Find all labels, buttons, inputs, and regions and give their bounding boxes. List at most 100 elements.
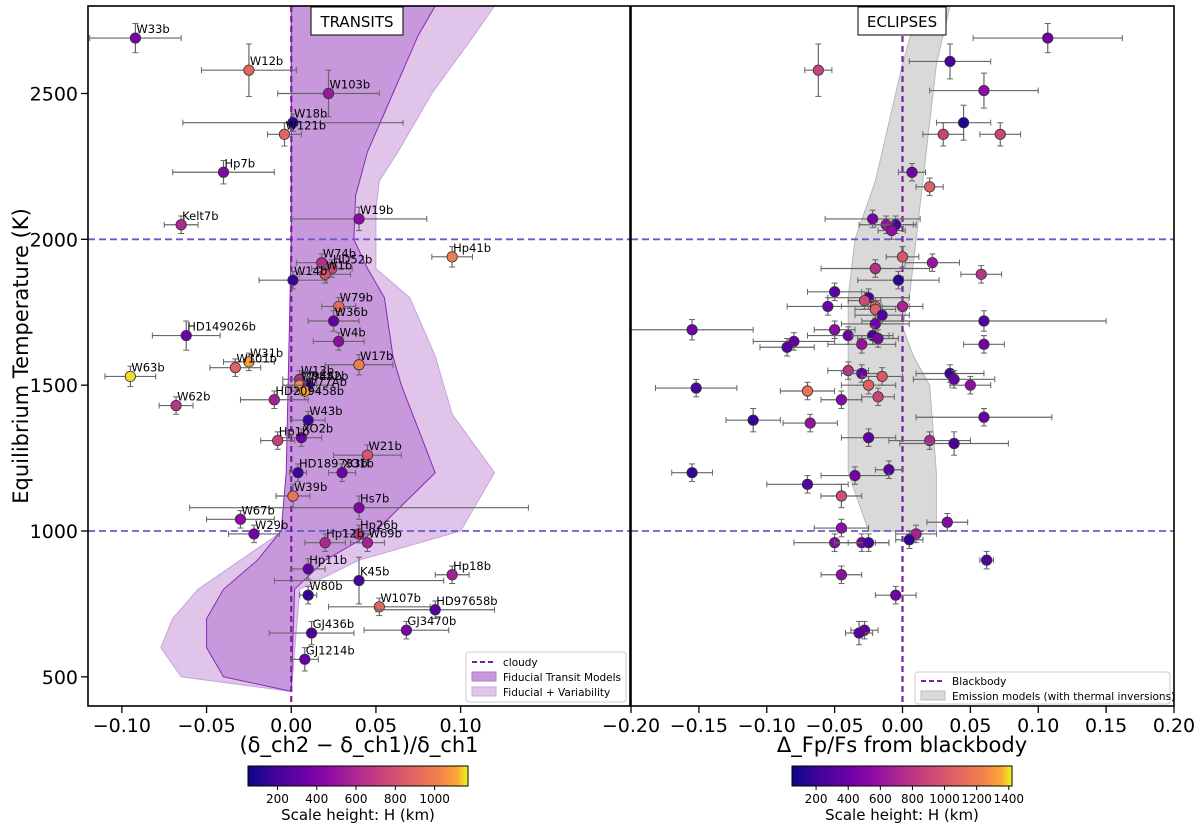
point-label: W101b [236,352,277,366]
colorbar-tick-label: 1000 [929,792,960,806]
marker [869,318,881,330]
marker [801,478,814,490]
colorbar-tick-label: 1400 [994,792,1025,806]
marker [299,385,311,397]
marker [353,502,365,514]
colorbar-tick-label: 400 [305,792,328,806]
band-fiducial-transit-models [206,6,436,693]
data-point-w101b: W101b [209,352,277,377]
marker [924,181,936,193]
data-point-w21b: W21b [333,439,402,466]
data-point-36 [759,338,815,357]
data-point-15 [820,259,931,278]
marker [686,324,698,336]
marker [849,469,861,482]
marker [822,300,834,313]
legend-variability-label: Fiducial + Variability [503,687,610,699]
data-point-14 [904,253,961,272]
marker [886,224,898,237]
marker [287,490,299,502]
colorbar-tick-label: 800 [384,792,407,806]
data-point-hp1b: Hp1b [260,425,310,450]
transits-x-ticks: −0.10 −0.05 0.00 0.05 0.10 [93,706,482,737]
marker [353,213,365,225]
transits-title-box: TRANSITS [310,6,404,36]
marker [305,627,318,639]
data-point-w69b: W69b [350,527,402,552]
point-label: XO1b [343,457,374,471]
point-label: Hp26b [360,518,398,532]
x-tick-label: 0.05 [355,715,397,737]
marker [175,219,187,231]
marker [978,84,990,97]
point-label: W63b [131,360,164,374]
transits-legend: cloudy Fiducial Transit Models Fiducial … [465,651,627,703]
point-label: Hp1b [279,425,310,439]
point-label: Kelt7b [182,209,218,223]
marker [336,467,348,479]
data-point-w17b: W17b [324,349,394,376]
data-point-9 [824,209,921,229]
data-point-w14b: W14b [258,264,328,290]
data-point-w4b: W4b [312,325,366,351]
marker [804,417,816,429]
marker [978,338,990,350]
x-tick-label: −0.15 [670,715,728,737]
data-point-64 [847,533,890,552]
marker [353,359,365,371]
transits-x-axis-title: (δ_ch2 − δ_ch1)/δ_ch1 [239,733,478,758]
point-label: Hp18b [453,559,491,573]
point-label: HD149026b [187,320,256,334]
data-point-67 [820,565,863,584]
data-point-49 [782,413,838,433]
marker [292,467,304,479]
data-point-66 [979,550,994,570]
point-label: W29b [255,518,288,532]
data-point-33 [752,332,836,351]
marker [872,332,884,345]
data-point-51 [840,428,897,447]
data-point-5 [922,122,965,147]
eclipse-points [630,23,1123,646]
data-point-54 [671,463,713,482]
marker [858,294,871,307]
point-label: W79b [340,290,373,304]
data-point-35 [963,335,1005,354]
data-point-56 [820,466,890,485]
marker [302,589,314,601]
data-point-w77ab: W77Ab [290,375,347,401]
marker [924,434,936,447]
marker [926,257,938,269]
marker [129,32,142,44]
legend-blackbody-label: Blackbody [952,676,1006,688]
marker [295,432,308,444]
data-point-17 [857,270,940,290]
eclipses-panel: −0.20 −0.15 −0.10 −0.05 0.00 0.05 0.10 0.15 0.20… [602,5,1195,737]
x-tick-label: 0.10 [439,715,481,737]
eclipses-title-box: ECLIPSES [857,6,947,36]
legend-emission-label: Emission models (with thermal inversions… [952,691,1175,703]
colorbar-tick-label: 400 [837,792,860,806]
data-point-hp18b: Hp18b [434,559,491,584]
point-label: HD52b [333,253,372,267]
data-point-6 [979,122,1022,147]
legend-cloudy-label: cloudy [503,657,538,669]
point-label: HD97658b [436,594,497,608]
point-label: W4b [340,325,366,339]
marker [941,516,953,528]
data-point-13 [885,246,920,268]
marker [302,414,314,426]
point-label: K45b [360,565,389,579]
data-point-w18b: W18b [182,107,404,132]
marker [903,534,915,546]
point-label: Hp11b [309,553,347,567]
data-point-60 [813,518,870,538]
eclipses-colorbar-gradient [791,765,1013,787]
marker [892,274,905,286]
point-label: W19b [360,203,393,217]
marker [853,627,865,639]
marker [862,432,875,444]
